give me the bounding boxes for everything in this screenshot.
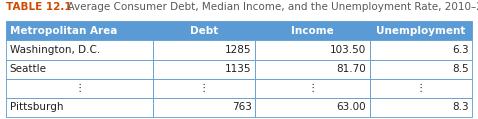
Text: Unemployment: Unemployment bbox=[376, 26, 466, 36]
Text: ⋮: ⋮ bbox=[307, 83, 318, 93]
Text: 6.3: 6.3 bbox=[452, 45, 468, 55]
Text: Average Consumer Debt, Median Income, and the Unemployment Rate, 2010–2011: Average Consumer Debt, Median Income, an… bbox=[61, 2, 478, 12]
Text: TABLE 12.1: TABLE 12.1 bbox=[6, 2, 71, 12]
Text: 103.50: 103.50 bbox=[329, 45, 366, 55]
Text: 1135: 1135 bbox=[225, 64, 251, 74]
Text: ⋮: ⋮ bbox=[416, 83, 426, 93]
Text: Income: Income bbox=[291, 26, 334, 36]
Text: Pittsburgh: Pittsburgh bbox=[10, 102, 63, 112]
Text: 1285: 1285 bbox=[225, 45, 251, 55]
Text: ⋮: ⋮ bbox=[74, 83, 85, 93]
Text: 763: 763 bbox=[232, 102, 251, 112]
Text: ⋮: ⋮ bbox=[199, 83, 209, 93]
Text: 8.3: 8.3 bbox=[452, 102, 468, 112]
Text: Metropolitan Area: Metropolitan Area bbox=[10, 26, 117, 36]
Text: Seattle: Seattle bbox=[10, 64, 46, 74]
Text: Washington, D.C.: Washington, D.C. bbox=[10, 45, 100, 55]
Text: 8.5: 8.5 bbox=[452, 64, 468, 74]
Text: Debt: Debt bbox=[190, 26, 218, 36]
Text: 81.70: 81.70 bbox=[336, 64, 366, 74]
Text: 63.00: 63.00 bbox=[336, 102, 366, 112]
